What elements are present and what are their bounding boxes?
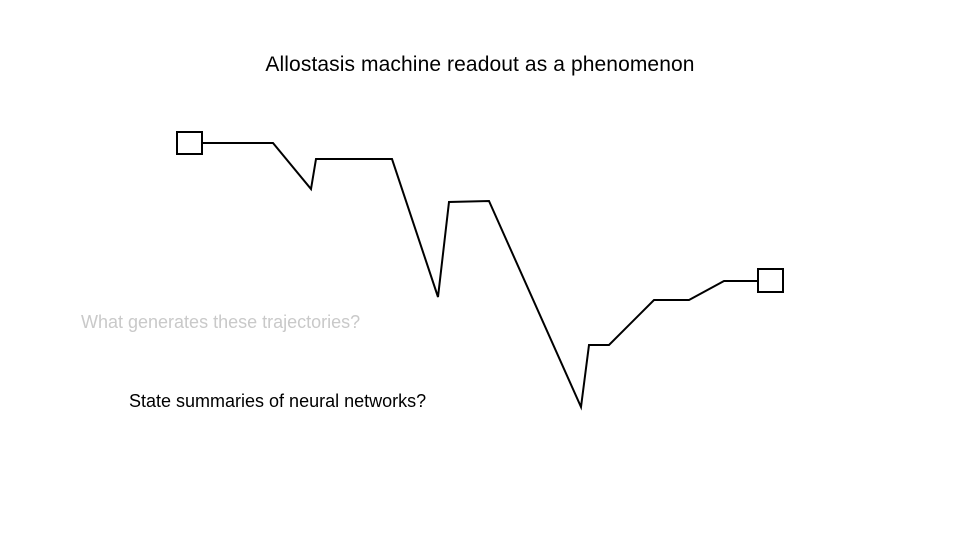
start-square-marker <box>176 131 203 155</box>
faded-question-text: What generates these trajectories? <box>81 312 361 332</box>
slide-title: Allostasis machine readout as a phenomen… <box>265 53 695 76</box>
trajectory-line <box>202 142 758 411</box>
end-square-marker <box>757 268 784 293</box>
question-text: State summaries of neural networks? <box>129 391 427 411</box>
